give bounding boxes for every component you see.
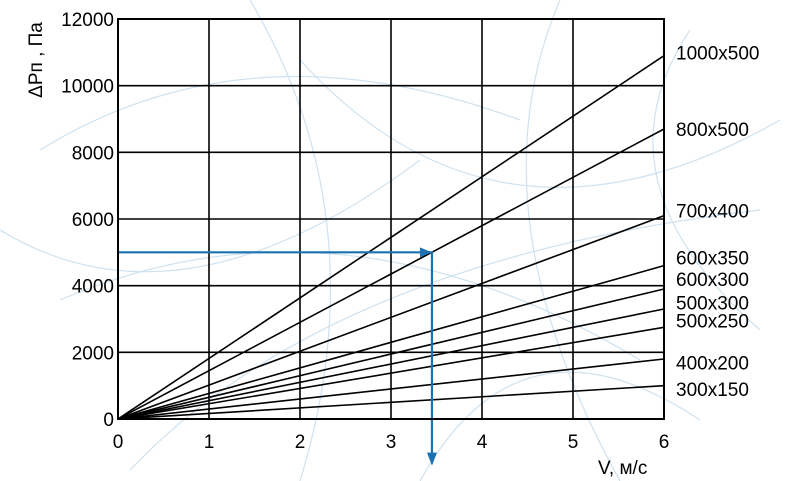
reading-path-line — [118, 251, 434, 456]
x-tick-label: 6 — [659, 432, 670, 453]
series-line-500x250 — [117, 326, 665, 420]
watermark-curve-3 — [249, 0, 332, 481]
watermark-curve-8 — [419, 371, 701, 481]
series-label: 500x300 — [676, 293, 749, 314]
x-tick-label: 5 — [568, 432, 579, 453]
y-tick-label: 6000 — [72, 210, 114, 231]
y-tick-label: 2000 — [72, 343, 114, 364]
x-tick-label: 2 — [295, 432, 306, 453]
plot-frame — [117, 18, 665, 420]
series-line-300x150 — [117, 384, 665, 420]
chart-ticks: 0 1 2 3 4 5 6 0 2000 4000 6000 8000 10000 12000 — [61, 10, 669, 453]
y-tick-label: 0 — [103, 410, 114, 431]
arrowhead-right — [419, 247, 432, 258]
y-axis-label: ΔPп , Па — [26, 22, 47, 98]
series-label: 500x250 — [676, 312, 749, 333]
series-label: 300x150 — [676, 380, 749, 401]
series-label: 600x300 — [676, 270, 749, 291]
series-line-1000x500 — [117, 55, 665, 420]
series-line-700x400 — [117, 214, 665, 420]
reading-example-arrow — [118, 247, 437, 466]
series-label: 600x350 — [676, 248, 749, 269]
watermark-curve-2 — [129, 209, 761, 471]
chart-grid — [117, 18, 665, 420]
chart-series — [117, 55, 665, 420]
y-tick-label: 8000 — [72, 143, 114, 164]
x-tick-label: 3 — [386, 432, 397, 453]
series-label: 400x200 — [676, 353, 749, 374]
watermark-curve-0 — [39, 75, 521, 151]
watermark-curve-6 — [0, 159, 421, 273]
x-tick-label: 1 — [204, 432, 215, 453]
series-line-800x500 — [117, 128, 665, 420]
watermark-curve-7 — [299, 59, 781, 188]
series-line-600x300 — [117, 288, 665, 420]
series-line-400x200 — [117, 358, 665, 420]
y-tick-label: 4000 — [72, 277, 114, 298]
arrowhead-down — [426, 452, 437, 466]
series-label: 700x400 — [676, 202, 749, 223]
series-labels: 1000x500800x500700x400600x350600x300500x… — [676, 43, 759, 401]
x-tick-label: 0 — [113, 432, 124, 453]
watermark-curve-1 — [59, 251, 641, 361]
y-tick-label: 10000 — [61, 77, 114, 98]
series-label: 800x500 — [676, 120, 749, 141]
watermark-curve-5 — [652, 29, 761, 331]
series-line-600x350 — [117, 264, 665, 420]
x-tick-label: 4 — [477, 432, 488, 453]
watermark-curve-4 — [525, 0, 621, 481]
series-label: 1000x500 — [676, 43, 759, 64]
x-axis-label: V, м/с — [598, 458, 647, 479]
series-line-500x300 — [117, 308, 665, 420]
y-tick-label: 12000 — [61, 10, 114, 31]
